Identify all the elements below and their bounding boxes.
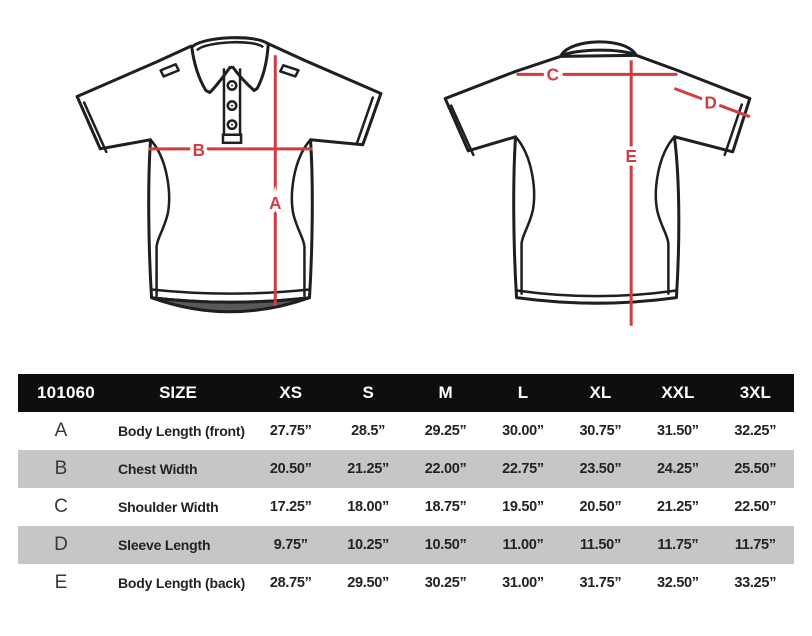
measurement-value: 21.25”	[656, 499, 699, 515]
placket-and-buttons	[221, 68, 243, 145]
back-collar	[559, 40, 638, 58]
hem-shadow	[150, 296, 311, 314]
measurement-value: 27.75”	[269, 423, 312, 439]
measurement-value: 30.75”	[579, 423, 622, 439]
header-size-m: M	[438, 383, 453, 402]
measurement-value: 11.75”	[734, 537, 776, 553]
row-letter: C	[54, 496, 68, 517]
collar	[190, 36, 270, 95]
measurement-value: 22.75”	[502, 461, 544, 477]
measurement-label-d: D	[704, 94, 716, 113]
measurement-value: 17.25”	[269, 499, 312, 515]
front-shirt-outline	[75, 41, 383, 314]
measurement-value: 23.50”	[579, 461, 622, 477]
measurement-name: Sleeve Length	[118, 537, 211, 553]
measurement-value: 24.25”	[656, 461, 699, 477]
table-row-e: E Body Length (back) 28.75” 29.50” 30.25…	[18, 564, 794, 602]
style-number: 101060	[37, 383, 95, 402]
measurement-label-a: A	[269, 194, 281, 213]
shoulder-tabs	[159, 63, 300, 78]
measurement-value: 20.50”	[579, 499, 622, 515]
measurement-value: 30.00”	[502, 423, 544, 439]
measurement-value: 31.75”	[579, 575, 622, 591]
table-row-d: D Sleeve Length 9.75” 10.25” 10.50” 11.0…	[18, 526, 794, 564]
measurement-name: Body Length (back)	[118, 575, 246, 591]
measurement-value: 31.00”	[502, 575, 544, 591]
measurement-name: Chest Width	[118, 461, 198, 477]
header-size-xl: XL	[589, 383, 612, 402]
measurement-value: 11.75”	[657, 537, 699, 553]
header-size-xxl: XXL	[661, 383, 695, 402]
measurement-value: 30.25”	[424, 575, 467, 591]
measurement-value: 11.50”	[579, 537, 621, 553]
row-letter: B	[54, 458, 68, 479]
back-shirt-diagram: C D E	[443, 40, 752, 326]
measurement-value: 11.00”	[502, 537, 544, 553]
size-table: 101060 SIZE XS S M L XL XXL 3XL A Body L…	[18, 374, 794, 602]
header-size-s: S	[362, 383, 374, 402]
measurement-value: 20.50”	[269, 461, 312, 477]
size-table-header: 101060 SIZE XS S M L XL XXL 3XL	[18, 374, 794, 412]
measurement-label-e: E	[625, 147, 636, 166]
back-shirt-outline	[443, 40, 752, 305]
measurement-value: 22.50”	[734, 499, 777, 515]
measurement-name: Shoulder Width	[118, 499, 219, 515]
header-size-3xl: 3XL	[739, 383, 771, 402]
measurement-label-c: C	[547, 65, 559, 84]
table-row-b: B Chest Width 20.50” 21.25” 22.00” 22.75…	[18, 450, 794, 488]
measurement-value: 22.00”	[424, 461, 467, 477]
header-size: SIZE	[159, 383, 197, 402]
measurement-value: 10.25”	[347, 537, 389, 553]
measurement-value: 29.25”	[424, 423, 467, 439]
measurement-line-d	[673, 87, 751, 119]
measurement-value: 31.50”	[656, 423, 699, 439]
measurement-value: 28.75”	[269, 575, 312, 591]
measurement-value: 9.75”	[273, 537, 308, 553]
measurement-value: 28.5”	[351, 423, 386, 439]
measurement-value: 19.50”	[502, 499, 544, 515]
table-row-c: C Shoulder Width 17.25” 18.00” 18.75” 19…	[18, 488, 794, 526]
measurement-value: 21.25”	[347, 461, 389, 477]
row-letter: D	[54, 534, 68, 555]
row-letter: E	[54, 572, 68, 593]
measurement-value: 18.00”	[347, 499, 389, 515]
measurement-value: 18.75”	[424, 499, 467, 515]
row-letter: A	[54, 420, 68, 441]
measurement-value: 32.50”	[656, 575, 699, 591]
measurement-value: 25.50”	[734, 461, 777, 477]
measurement-name: Body Length (front)	[118, 423, 245, 439]
header-size-l: L	[517, 383, 529, 402]
measurement-value: 29.50”	[347, 575, 389, 591]
measurement-value: 33.25”	[734, 575, 777, 591]
measurement-value: 32.25”	[734, 423, 777, 439]
measurement-value: 10.50”	[424, 537, 467, 553]
header-size-xs: XS	[279, 383, 303, 402]
measurement-label-b: B	[193, 141, 205, 160]
front-shirt-diagram: B A	[75, 36, 383, 314]
table-row-a: A Body Length (front) 27.75” 28.5” 29.25…	[18, 412, 794, 450]
